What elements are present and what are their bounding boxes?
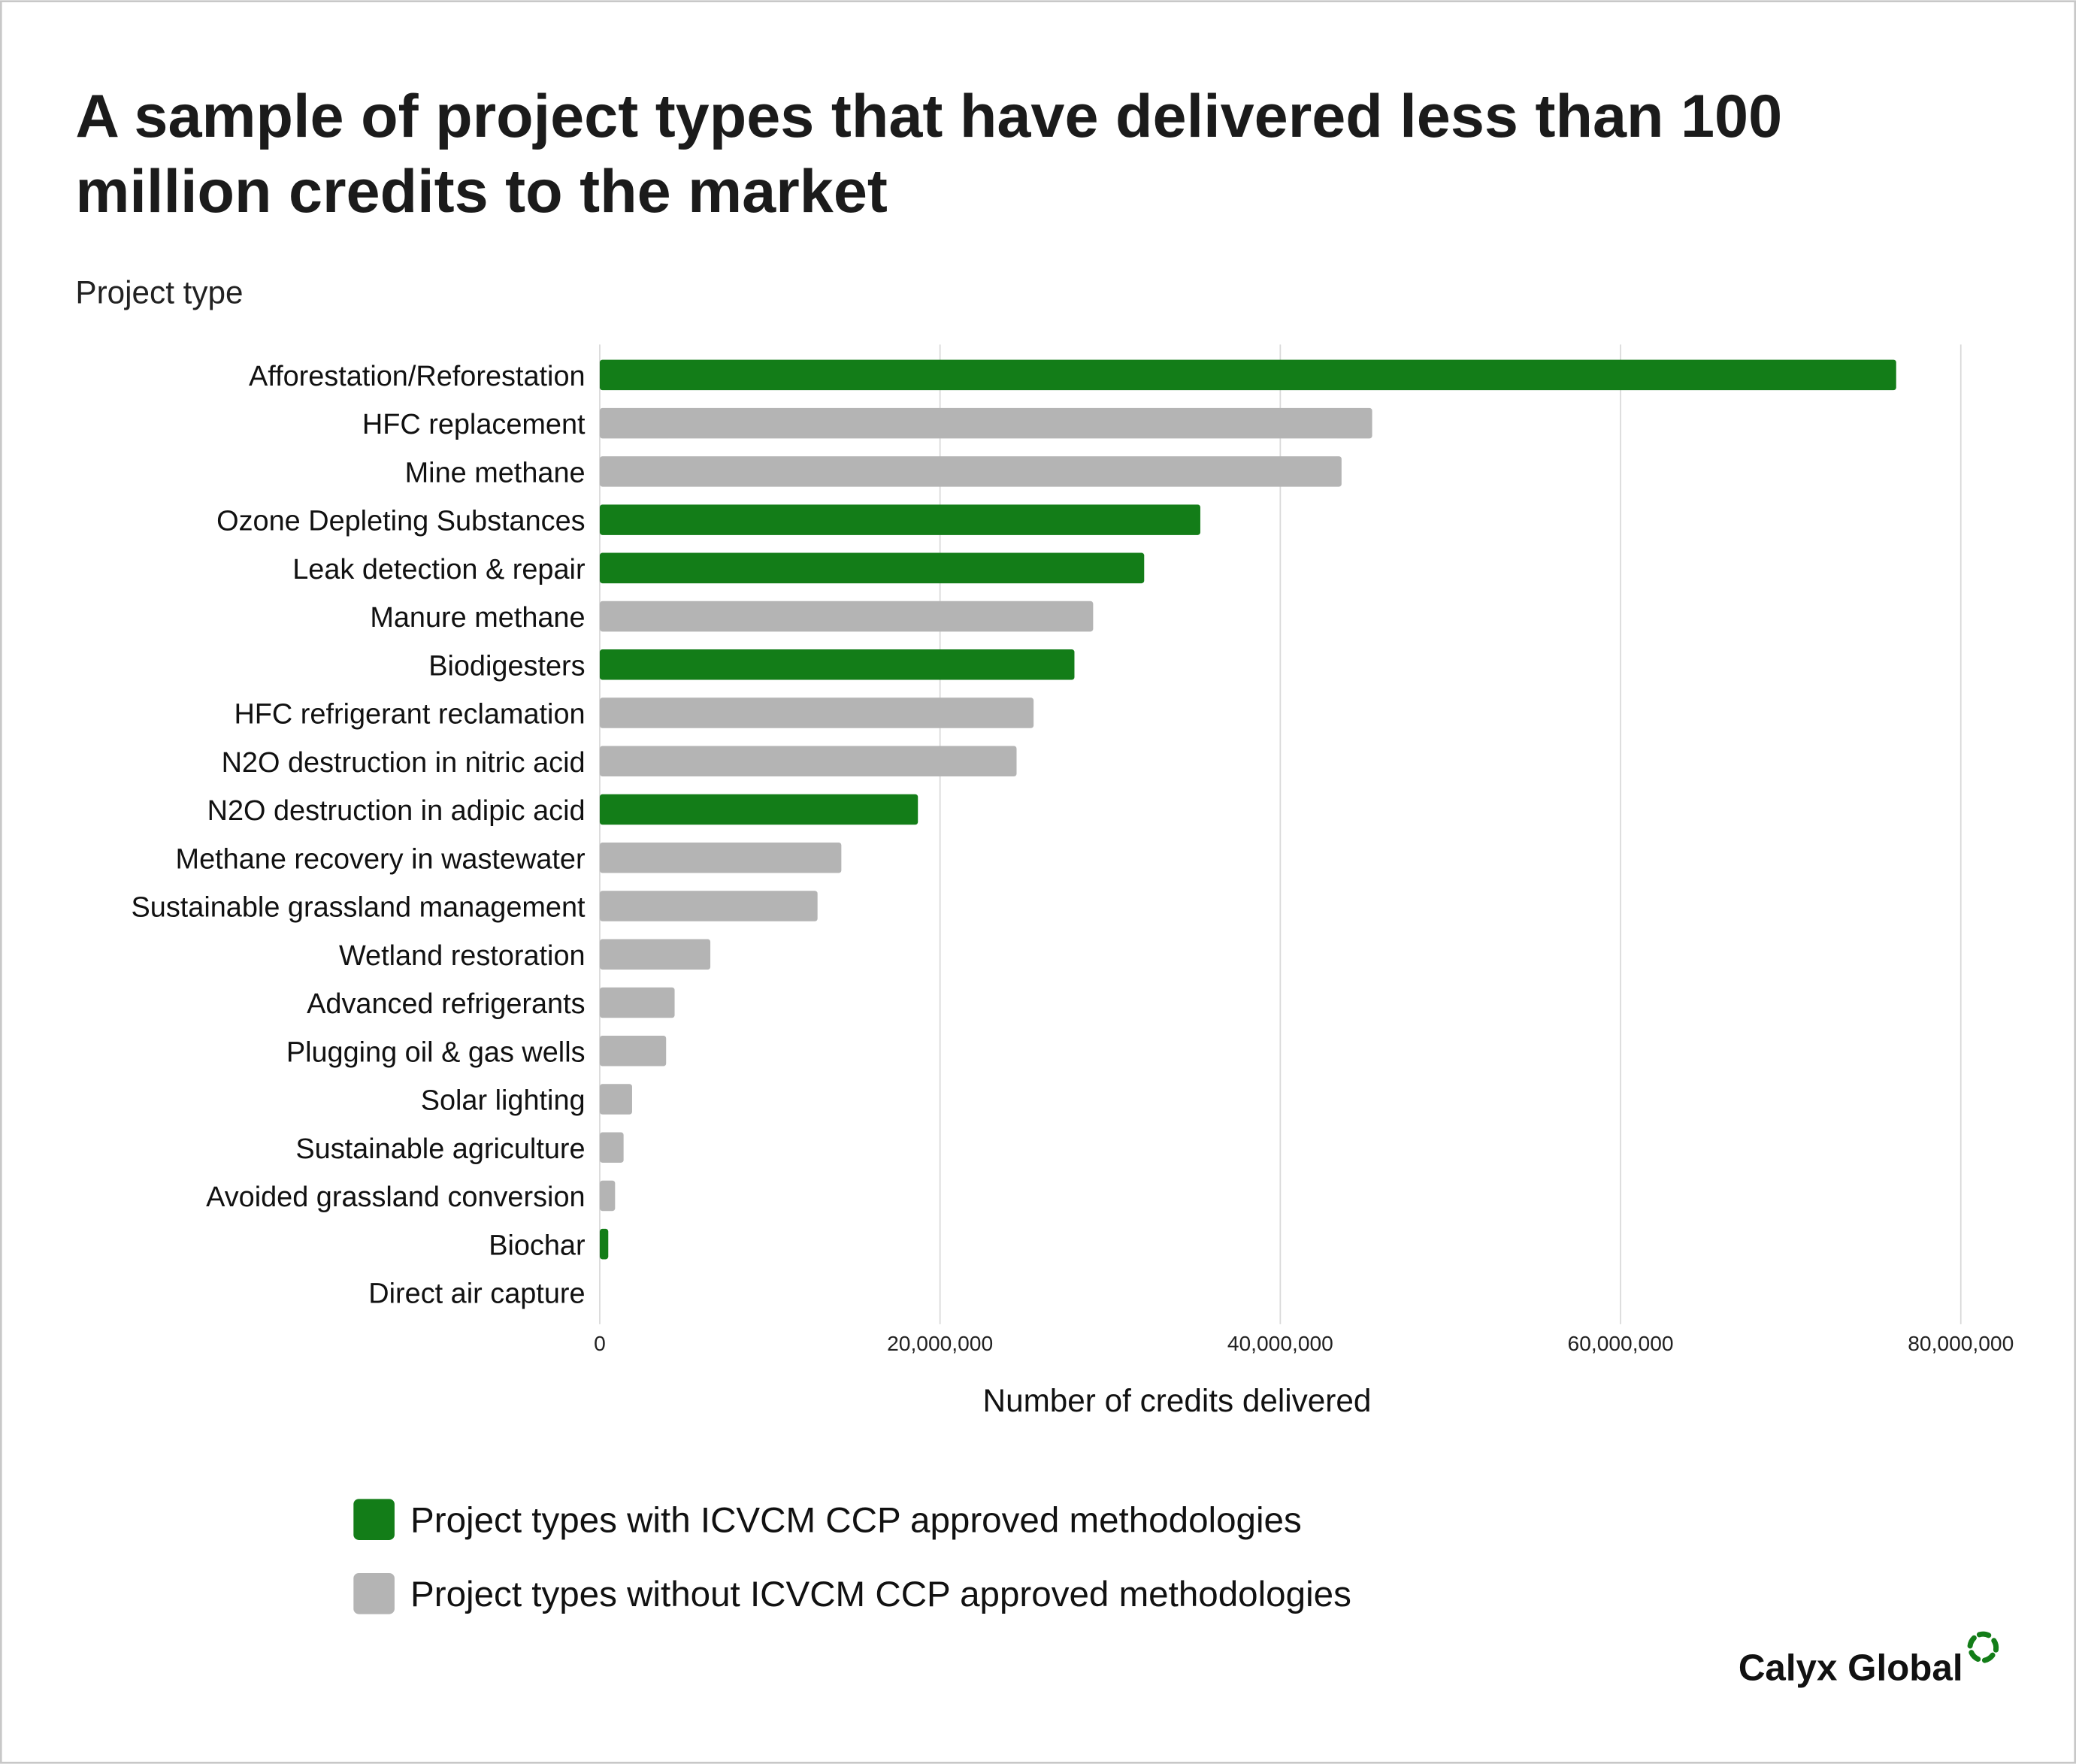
legend-label-not-approved: Project types without ICVCM CCP approved… [410,1575,1351,1614]
category-label: HFC replacement [362,409,586,440]
calyx-global-logo: Calyx Global [1739,1631,1999,1689]
category-label: Ozone Depleting Substances [216,506,585,537]
chart-title-line-2: million credits to the market [75,158,887,225]
bar [599,1228,609,1260]
x-tick-label: 60,000,000 [1568,1331,1674,1355]
x-tick-label: 40,000,000 [1227,1331,1333,1355]
bar [599,601,1094,632]
bar [599,794,918,825]
bar [599,746,1017,777]
x-tick-label: 80,000,000 [1908,1331,2014,1355]
category-label: Biodigesters [428,650,585,682]
bar [599,1035,667,1067]
bar [599,1180,616,1212]
bar [599,649,1075,680]
category-label: Leak detection & repair [292,554,585,585]
legend-swatch-approved [353,1499,395,1540]
logo-wordmark: Calyx Global [1739,1648,1963,1689]
bar [599,1084,632,1115]
category-label: Biochar [489,1230,585,1261]
category-label: Manure methane [370,602,585,634]
x-tick-labels: 0 20,000,000 40,000,000 60,000,000 80,000,00… [594,1331,2014,1355]
x-tick-label: 0 [594,1331,606,1355]
category-label: Solar lighting [421,1085,586,1117]
logo-ring-icon [1967,1631,1999,1663]
category-label: Mine methane [405,457,586,489]
bar [599,1132,624,1163]
bar [599,939,711,970]
bar [599,987,675,1018]
bar [599,843,842,873]
category-label: Afforestation/Reforestation [249,361,586,392]
legend-swatch-not-approved [353,1572,395,1614]
x-axis-label: Number of credits delivered [983,1383,1372,1418]
bars [599,359,1896,1260]
category-label: Sustainable grassland management [132,892,586,924]
category-label: HFC refrigerant reclamation [234,699,585,731]
bar [599,504,1200,535]
bar [599,359,1896,391]
category-label: N2O destruction in nitric acid [222,747,586,779]
category-labels: Afforestation/Reforestation HFC replaceme… [132,361,586,1310]
bar [599,407,1372,439]
bar [599,697,1034,728]
category-label: Methane recovery in wastewater [176,843,586,875]
category-label: Sustainable agriculture [295,1133,585,1165]
category-label: Wetland restoration [339,940,586,972]
category-label: N2O destruction in adipic acid [207,795,586,827]
category-label: Plugging oil & gas wells [286,1036,586,1068]
y-axis-label: Project type [75,275,243,310]
x-tick-label: 20,000,000 [887,1331,993,1355]
category-label: Advanced refrigerants [307,988,585,1020]
category-label: Avoided grassland conversion [206,1182,585,1213]
bar [599,552,1145,584]
bar [599,456,1342,487]
legend-label-approved: Project types with ICVCM CCP approved me… [410,1500,1302,1540]
chart-title-line-1: A sample of project types that have deli… [75,83,1782,150]
category-label: Direct air capture [368,1278,585,1310]
bar [599,891,818,921]
